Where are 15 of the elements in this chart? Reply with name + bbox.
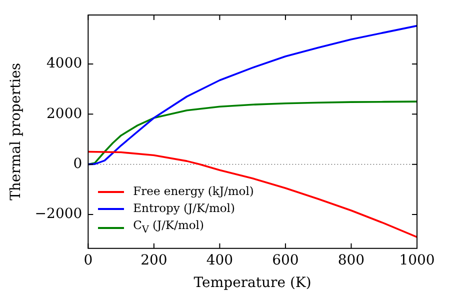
x-tick-label: 400 (206, 252, 234, 268)
legend-label: C$_{V}$ (J/K/mol) (133, 217, 204, 238)
legend-label: Free energy (kJ/mol) (133, 183, 254, 200)
y-axis-title: Thermal properties (8, 62, 24, 200)
x-tick-label: 0 (84, 252, 93, 268)
y-tick-label: −2000 (34, 206, 82, 222)
x-tick-label: 600 (272, 252, 299, 268)
x-tick-label: 200 (140, 252, 168, 268)
x-axis-title: Temperature (K) (194, 275, 312, 292)
x-tick-label: 1000 (399, 252, 435, 268)
y-tick-label: 0 (73, 156, 82, 172)
y-tick-label: 2000 (46, 106, 82, 122)
y-tick-label: 4000 (46, 56, 82, 72)
legend-label: Entropy (J/K/mol) (133, 200, 235, 218)
x-tick-label: 800 (338, 252, 365, 268)
